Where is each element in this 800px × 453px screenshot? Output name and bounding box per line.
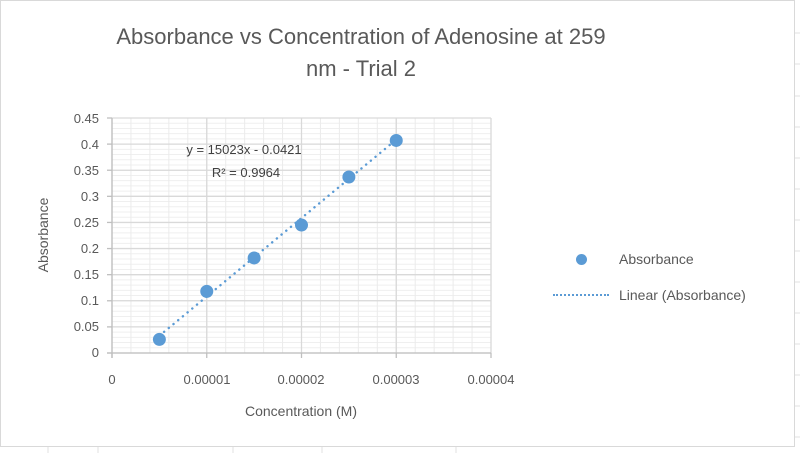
legend-marker <box>551 294 611 296</box>
x-tick-label: 0.00004 <box>468 372 515 387</box>
axes <box>107 118 491 358</box>
data-point[interactable] <box>247 251 261 265</box>
circle-marker-icon <box>575 253 587 265</box>
y-tick-label: 0.25 <box>74 215 99 230</box>
legend-marker <box>551 253 611 265</box>
legend-label: Absorbance <box>619 251 694 267</box>
y-tick-label: 0.3 <box>81 189 99 204</box>
dotted-line-icon <box>553 294 609 296</box>
trendline-equation[interactable]: y = 15023x - 0.0421 <box>186 142 301 157</box>
x-tick-labels: 0 0.00001 0.00002 0.00003 0.00004 <box>108 372 514 387</box>
axis-ticks <box>107 117 492 358</box>
legend[interactable]: Absorbance Linear (Absorbance) <box>551 241 746 313</box>
y-tick-label: 0.2 <box>81 241 99 256</box>
x-tick-label: 0.00001 <box>184 372 231 387</box>
y-tick-label: 0.35 <box>74 163 99 178</box>
data-point[interactable] <box>295 218 308 232</box>
y-tick-label: 0.4 <box>81 137 99 152</box>
legend-label: Linear (Absorbance) <box>619 287 746 303</box>
y-tick-label: 0.1 <box>81 293 99 308</box>
legend-item-linear-absorbance[interactable]: Linear (Absorbance) <box>551 277 746 313</box>
x-tick-label: 0.00002 <box>278 372 325 387</box>
y-tick-labels: 0 0.05 0.1 0.15 0.2 0.25 0.3 0.35 0.4 0.… <box>74 111 99 360</box>
y-tick-label: 0.15 <box>74 267 99 282</box>
y-tick-label: 0 <box>92 345 99 360</box>
data-point[interactable] <box>389 133 403 147</box>
chart-title: Absorbance vs Concentration of Adenosine… <box>1 21 721 85</box>
legend-item-absorbance[interactable]: Absorbance <box>551 241 746 277</box>
data-point[interactable] <box>200 284 214 298</box>
data-points <box>152 133 403 346</box>
x-tick-label: 0.00003 <box>373 372 420 387</box>
x-axis-title: Concentration (M) <box>245 403 357 419</box>
y-tick-label: 0.05 <box>74 319 99 334</box>
chart-title-line-1: Absorbance vs Concentration of Adenosine… <box>116 24 606 49</box>
data-point[interactable] <box>152 332 166 346</box>
linear-trendline[interactable] <box>158 138 398 337</box>
x-tick-label: 0 <box>108 372 115 387</box>
data-point[interactable] <box>342 170 356 184</box>
y-tick-label: 0.45 <box>74 111 99 126</box>
y-axis-title: Absorbance <box>35 197 51 272</box>
chart-title-line-2: nm - Trial 2 <box>305 56 417 81</box>
trendline-r-squared[interactable]: R² = 0.9964 <box>212 165 280 180</box>
